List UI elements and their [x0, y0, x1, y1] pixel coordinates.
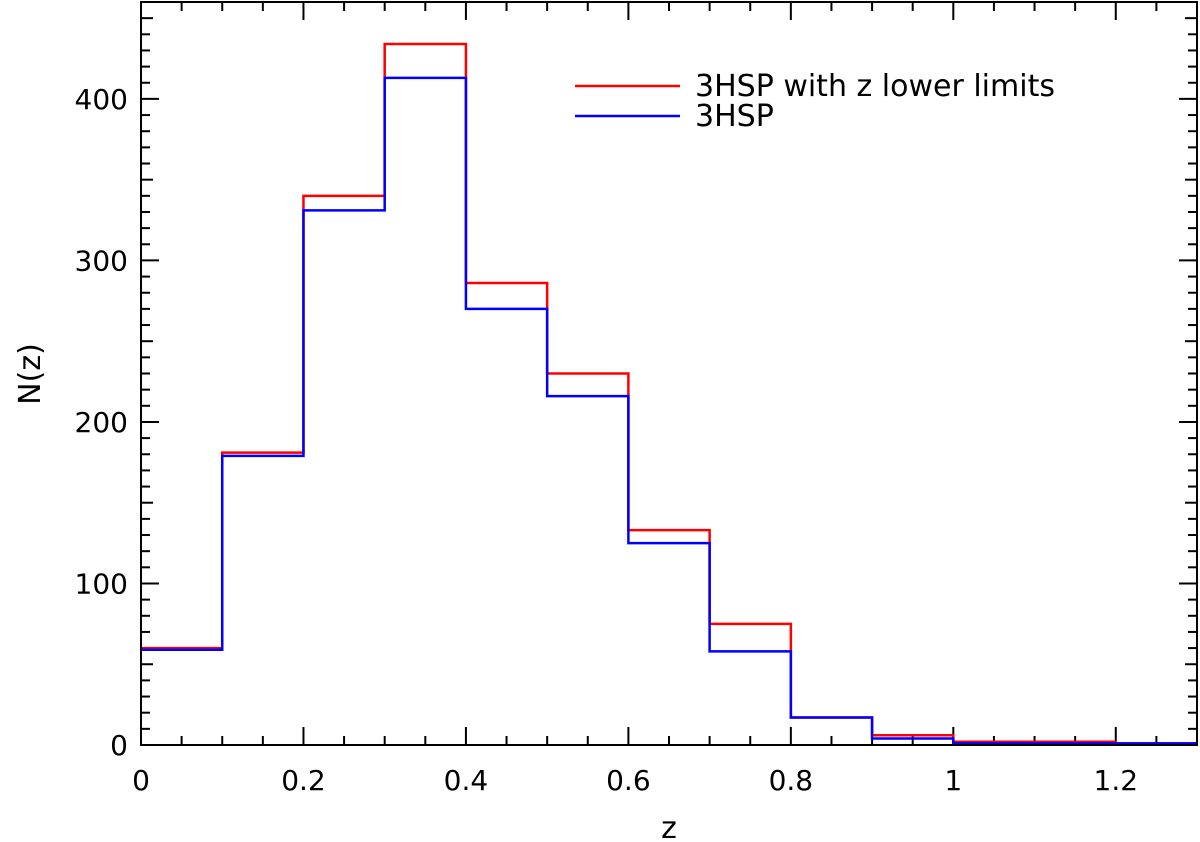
axis-ticks	[140, 2, 1198, 746]
x-tick-label: 1.2	[1094, 764, 1139, 797]
y-tick-label: 300	[75, 244, 128, 277]
legend-label: 3HSP with z lower limits	[695, 69, 1055, 104]
y-axis-label: N(z)	[13, 343, 48, 405]
series-line-3hsp	[141, 76, 1197, 745]
y-tick-label: 0	[110, 729, 128, 762]
plot-frame	[140, 1, 1198, 746]
x-axis-label: z	[661, 811, 677, 842]
x-tick-label: 0	[132, 764, 150, 797]
x-tick-label: 1	[944, 764, 962, 797]
series-layer	[141, 42, 1197, 745]
x-tick-label: 0.8	[769, 764, 814, 797]
x-tick-labels: 0 0.2 0.4 0.6 0.8 1 1.2	[132, 764, 1138, 797]
legend-label: 3HSP	[695, 99, 774, 134]
y-tick-labels: 0 100 200 300 400	[75, 83, 128, 762]
x-tick-label: 0.2	[281, 764, 326, 797]
y-tick-label: 200	[75, 406, 128, 439]
x-tick-label: 0.4	[444, 764, 489, 797]
x-tick-label: 0.6	[606, 764, 651, 797]
series-line-with-lower-limits	[141, 42, 1197, 745]
y-tick-label: 100	[75, 567, 128, 600]
y-tick-label: 400	[75, 83, 128, 116]
